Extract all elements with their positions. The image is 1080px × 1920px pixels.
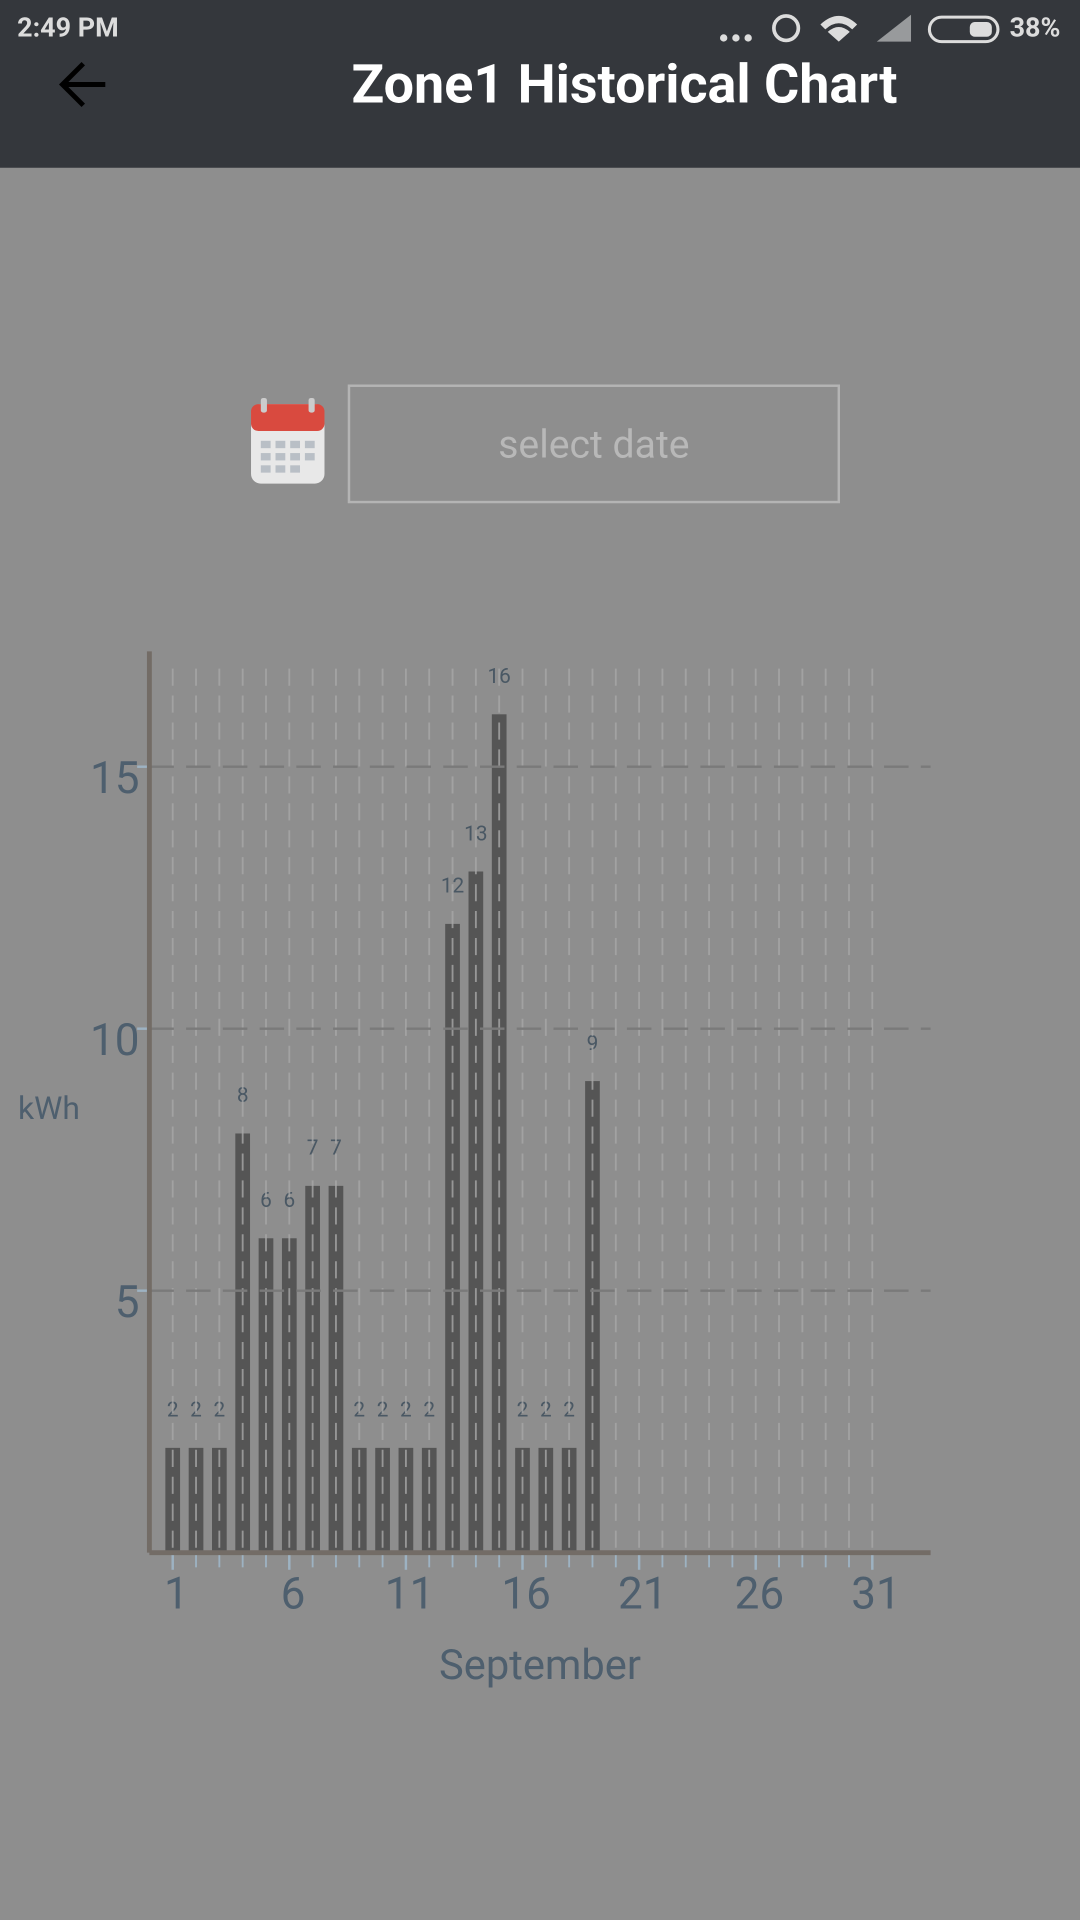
back-button[interactable] xyxy=(58,61,106,108)
bar xyxy=(561,1447,577,1553)
x-tick-label: 26 xyxy=(735,1567,785,1619)
x-tick-label: 1 xyxy=(164,1567,189,1619)
data-label: 8 xyxy=(237,1084,249,1108)
x-tick-label: 11 xyxy=(385,1567,435,1619)
bar xyxy=(398,1447,414,1553)
date-placeholder: select date xyxy=(498,421,689,467)
bar xyxy=(421,1447,437,1553)
x-tick-label: 21 xyxy=(618,1567,668,1619)
bar xyxy=(212,1447,227,1553)
bar xyxy=(258,1238,274,1553)
bar xyxy=(351,1447,367,1553)
header-title: Zone1 Historical Chart xyxy=(352,53,898,116)
y-axis-label: kWh xyxy=(18,1089,80,1127)
data-label: 7 xyxy=(330,1137,342,1161)
data-label: 6 xyxy=(260,1189,272,1213)
bar xyxy=(281,1238,297,1553)
data-label: 7 xyxy=(307,1137,319,1161)
y-tick-label: 10 xyxy=(90,1014,140,1066)
data-label: 9 xyxy=(587,1032,599,1056)
x-axis-label: September xyxy=(439,1641,641,1690)
calendar-icon[interactable] xyxy=(251,397,325,484)
data-label: 6 xyxy=(283,1189,295,1213)
status-icons xyxy=(720,14,1000,44)
date-input[interactable] xyxy=(347,384,840,504)
x-tick-label: 31 xyxy=(851,1567,901,1619)
bar xyxy=(538,1447,554,1553)
bar xyxy=(515,1447,530,1553)
chart: 222866772222121316222951015161116212631 xyxy=(90,651,931,1619)
status-time: 2:49 PM xyxy=(17,11,119,43)
bar xyxy=(165,1447,181,1553)
y-tick-label: 15 xyxy=(90,752,140,804)
status-battery: 38% xyxy=(1010,11,1061,43)
x-tick-label: 16 xyxy=(501,1567,551,1619)
y-tick-label: 5 xyxy=(115,1276,140,1328)
x-tick-label: 6 xyxy=(281,1567,306,1619)
bar xyxy=(375,1447,390,1553)
bar xyxy=(188,1447,204,1553)
